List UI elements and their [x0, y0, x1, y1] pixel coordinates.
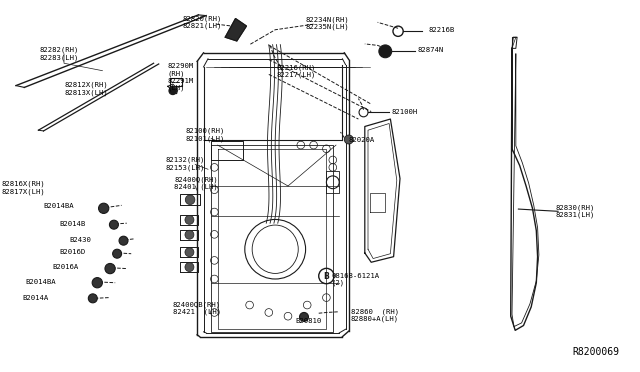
Text: 82820(RH)
82821(LH): 82820(RH) 82821(LH) — [182, 15, 222, 29]
Text: B: B — [324, 272, 329, 280]
Text: 82400Q(RH)
82401 (LH): 82400Q(RH) 82401 (LH) — [174, 176, 218, 190]
Text: 82816X(RH)
82817X(LH): 82816X(RH) 82817X(LH) — [1, 181, 45, 195]
Circle shape — [185, 248, 194, 257]
Text: 82216(RH)
82217(LH): 82216(RH) 82217(LH) — [276, 64, 316, 78]
Text: 82234N(RH)
82235N(LH): 82234N(RH) 82235N(LH) — [306, 16, 349, 30]
Text: 82020A: 82020A — [349, 137, 375, 142]
Text: 82812X(RH)
82813X(LH): 82812X(RH) 82813X(LH) — [64, 81, 108, 96]
Text: 82100(RH)
82101(LH): 82100(RH) 82101(LH) — [186, 128, 225, 142]
Text: 82860  (RH)
82880+A(LH): 82860 (RH) 82880+A(LH) — [351, 308, 399, 323]
Circle shape — [300, 312, 308, 321]
Text: B2014B: B2014B — [59, 221, 85, 227]
Circle shape — [113, 249, 122, 258]
Text: 82100H: 82100H — [392, 109, 418, 115]
Text: 08168-6121A
(2): 08168-6121A (2) — [332, 273, 380, 286]
Text: B2014BA: B2014BA — [26, 279, 56, 285]
Circle shape — [186, 195, 195, 205]
Text: 82216B: 82216B — [429, 27, 455, 33]
Circle shape — [88, 294, 97, 303]
Circle shape — [344, 135, 353, 144]
Text: R8200069: R8200069 — [573, 347, 620, 357]
Text: 82830(RH)
82831(LH): 82830(RH) 82831(LH) — [556, 204, 595, 218]
Circle shape — [119, 236, 128, 245]
Circle shape — [379, 45, 392, 58]
Text: B2016D: B2016D — [59, 249, 85, 255]
Circle shape — [92, 278, 102, 288]
Text: B2014BA: B2014BA — [44, 203, 74, 209]
Circle shape — [185, 230, 194, 239]
Text: B2014A: B2014A — [22, 295, 49, 301]
Text: 82874N: 82874N — [417, 47, 444, 53]
Text: B20810: B20810 — [296, 318, 322, 324]
Circle shape — [105, 263, 115, 274]
Circle shape — [185, 215, 194, 224]
Polygon shape — [225, 19, 246, 41]
Circle shape — [109, 220, 118, 229]
Circle shape — [99, 203, 109, 214]
Text: 82132(RH)
82153(LH): 82132(RH) 82153(LH) — [165, 157, 205, 171]
Text: 82290M
(RH)
82291M
(LH): 82290M (RH) 82291M (LH) — [168, 63, 194, 92]
Text: B2016A: B2016A — [52, 264, 79, 270]
Circle shape — [185, 263, 194, 272]
Text: B2430: B2430 — [69, 237, 91, 243]
Text: 82282(RH)
82283(LH): 82282(RH) 82283(LH) — [40, 47, 79, 61]
Text: 82400QB(RH)
82421  (LH): 82400QB(RH) 82421 (LH) — [173, 301, 221, 315]
Circle shape — [169, 87, 177, 94]
